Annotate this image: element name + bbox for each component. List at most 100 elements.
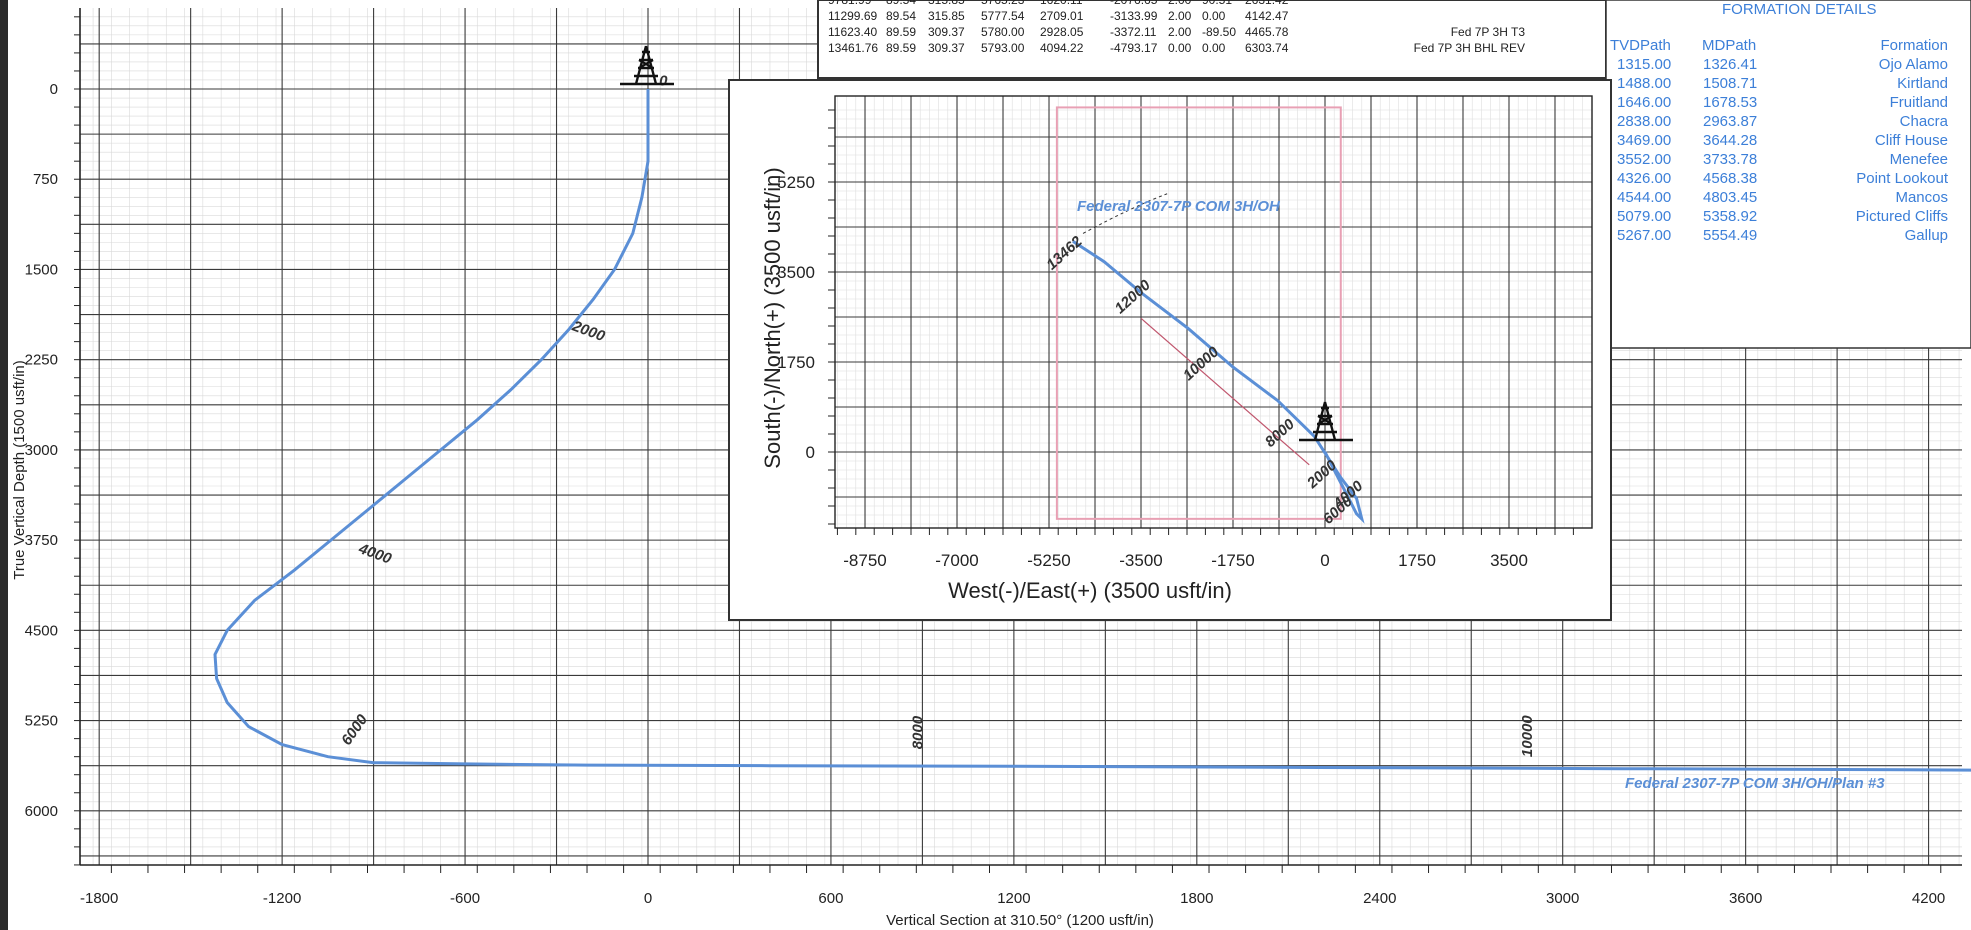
section-table-cell: 1620.11 — [1040, 0, 1083, 7]
section-table-cell: 9781.99 — [828, 0, 872, 7]
section-table-cell: 0.00 — [1202, 41, 1226, 55]
md-label: 0 — [659, 72, 668, 89]
formation-column-header: Formation — [1880, 37, 1948, 54]
section-table-cell: 90.51 — [1202, 0, 1232, 7]
formation-cell: 1678.53 — [1703, 94, 1757, 111]
formation-cell: Mancos — [1895, 189, 1948, 206]
x-tick-label: -600 — [450, 890, 480, 907]
drilling-rig-icon — [620, 45, 674, 86]
y-axis-title: True Vertical Depth (1500 usft/in) — [11, 360, 28, 580]
x-tick-label: 2400 — [1363, 890, 1396, 907]
plan-view-grid — [828, 95, 1593, 535]
plan-x-axis-title: West(-)/East(+) (3500 usft/in) — [948, 578, 1232, 603]
formation-cell: 1646.00 — [1617, 94, 1671, 111]
section-table-cell: 0.00 — [1202, 9, 1226, 23]
section-table-cell: -3372.11 — [1110, 25, 1157, 39]
formation-column-header: TVDPath — [1610, 37, 1671, 54]
formation-cell: Point Lookout — [1856, 170, 1949, 187]
vertical-section-y-ticks: 0 750 1500 2250 3000 3750 4500 5250 6000 — [25, 81, 58, 820]
x-tick-label: -1200 — [263, 890, 301, 907]
section-table-cell: 2.00 — [1168, 25, 1192, 39]
formation-cell: Gallup — [1905, 227, 1948, 244]
scan-edge — [0, 0, 8, 930]
formation-cell: 3733.78 — [1703, 151, 1757, 168]
section-table-cell: -2076.65 — [1110, 0, 1158, 7]
section-table-cell: 89.59 — [886, 41, 916, 55]
plan-y-axis-title: South(-)/North(+) (3500 usft/in) — [760, 167, 785, 468]
plan-axes-frame — [834, 95, 1593, 529]
section-table-cell: 5793.00 — [981, 41, 1025, 55]
plan-view-x-ticks: -8750 -7000 -5250 -3500 -1750 0 1750 3500 — [843, 551, 1528, 570]
formation-table-title: FORMATION DETAILS — [1722, 1, 1876, 18]
x-tick-label: 3000 — [1546, 890, 1579, 907]
section-table-cell: 4142.47 — [1245, 9, 1289, 23]
x-tick-label: 0 — [644, 890, 652, 907]
plan-y-tick-label: 1750 — [777, 353, 815, 372]
x-tick-label: 1800 — [1180, 890, 1213, 907]
plan-y-tick-label: 3500 — [777, 263, 815, 282]
well-path-plan-view — [1072, 240, 1365, 524]
section-table-cell: 13461.76 — [828, 41, 878, 55]
section-table-cell: 309.37 — [928, 41, 965, 55]
formation-cell: Ojo Alamo — [1879, 56, 1948, 73]
section-table-cell: 2928.05 — [1040, 25, 1084, 39]
y-tick-label: 5250 — [25, 713, 58, 730]
formation-cell: Menefee — [1890, 151, 1948, 168]
formation-cell: 2963.87 — [1703, 113, 1757, 130]
plan-view-y-ticks: 0 1750 3500 5250 — [777, 173, 815, 462]
formation-cell: 5358.92 — [1703, 208, 1757, 225]
formation-cell: 5554.49 — [1703, 227, 1757, 244]
section-details-table: 9781.99 89.54 315.85 5765.23 1620.11 -2076.65… — [817, 0, 1607, 79]
section-table-cell: 11623.40 — [828, 25, 877, 39]
section-table-cell: 2.00 — [1168, 9, 1192, 23]
plan-view-series-label: Federal 2307-7P COM 3H/OH — [1077, 198, 1281, 215]
y-tick-label: 2250 — [25, 352, 58, 369]
section-table-cell: 89.54 — [886, 0, 916, 7]
plan-x-tick-label: 3500 — [1490, 551, 1528, 570]
section-table-cell: 2631.42 — [1245, 0, 1289, 7]
formation-cell: Kirtland — [1897, 75, 1948, 92]
formation-cell: Cliff House — [1875, 132, 1948, 149]
section-table-cell: 89.59 — [886, 25, 916, 39]
section-table-cell: -3133.99 — [1110, 9, 1158, 23]
x-tick-label: 1200 — [997, 890, 1030, 907]
plan-x-tick-label: -7000 — [935, 551, 978, 570]
formation-cell: 4544.00 — [1617, 189, 1671, 206]
formation-details-table: FORMATION DETAILS TVDPath MDPath Formation… — [1605, 0, 1971, 349]
formation-cell: 4568.38 — [1703, 170, 1757, 187]
plan-x-tick-label: 1750 — [1398, 551, 1436, 570]
vertical-section-x-ticks: -3600-3000-2400-1800-1200-60006001200180… — [80, 890, 1945, 907]
offset-plan-line — [1140, 317, 1310, 466]
plan-view-chart: -8750 -7000 -5250 -3500 -1750 0 1750 3500 0 1750… — [728, 79, 1612, 621]
plan-x-tick-label: -1750 — [1211, 551, 1254, 570]
plan-x-tick-label: -5250 — [1027, 551, 1070, 570]
vertical-section-series-label: Federal 2307-7P COM 3H/OH/Plan #3 — [1625, 775, 1885, 792]
formation-column-header: MDPath — [1702, 37, 1756, 54]
formation-cell: 5267.00 — [1617, 227, 1671, 244]
section-table-cell: 4094.22 — [1040, 41, 1084, 55]
section-table-cell: -89.50 — [1202, 25, 1236, 39]
formation-cell: 1488.00 — [1617, 75, 1671, 92]
x-axis-title: Vertical Section at 310.50° (1200 usft/i… — [886, 912, 1154, 929]
section-table-cell: 11299.69 — [828, 9, 877, 23]
y-tick-label: 3750 — [25, 532, 58, 549]
formation-cell: 3644.28 — [1703, 132, 1757, 149]
y-tick-label: 6000 — [25, 803, 58, 820]
y-tick-label: 0 — [50, 81, 58, 98]
section-table-cell: 309.37 — [928, 25, 965, 39]
formation-cell: 2838.00 — [1617, 113, 1671, 130]
x-tick-label: 4200 — [1912, 890, 1945, 907]
x-tick-label: 3600 — [1729, 890, 1762, 907]
formation-cell: 5079.00 — [1617, 208, 1671, 225]
section-table-cell: 89.54 — [886, 9, 916, 23]
plan-x-tick-label: -8750 — [843, 551, 886, 570]
section-table-cell: 6303.74 — [1245, 41, 1289, 55]
formation-cell: Pictured Cliffs — [1856, 208, 1948, 225]
well-path-vertical-section — [213, 89, 1971, 772]
section-table-cell: 4465.78 — [1245, 25, 1289, 39]
x-tick-label: 600 — [818, 890, 843, 907]
y-tick-label: 1500 — [25, 261, 58, 278]
section-table-cell: Fed 7P 3H T3 — [1451, 25, 1526, 39]
label-leader-line — [1082, 192, 1169, 234]
